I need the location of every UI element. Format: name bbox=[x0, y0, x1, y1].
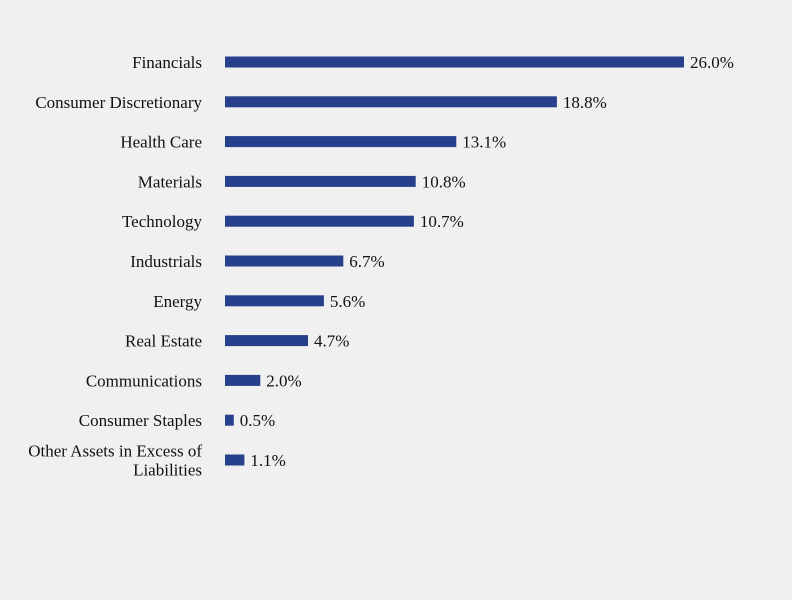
bars-group bbox=[225, 56, 684, 466]
bar-7 bbox=[225, 335, 308, 347]
bar-2 bbox=[225, 136, 457, 148]
category-label-line: Health Care bbox=[120, 133, 202, 152]
category-label-line: Real Estate bbox=[125, 332, 202, 351]
category-label-1: Consumer Discretionary bbox=[35, 93, 202, 112]
value-label-1: 18.8% bbox=[563, 93, 607, 112]
category-label-line: Consumer Discretionary bbox=[35, 93, 202, 112]
bar-0 bbox=[225, 56, 684, 68]
category-label-line: Industrials bbox=[130, 252, 202, 271]
bar-10 bbox=[225, 454, 245, 466]
category-label-line: Liabilities bbox=[133, 461, 202, 480]
bar-9 bbox=[225, 414, 234, 426]
bar-8 bbox=[225, 374, 261, 386]
category-label-line: Other Assets in Excess of bbox=[28, 442, 202, 461]
category-label-9: Consumer Staples bbox=[79, 411, 202, 430]
value-label-6: 5.6% bbox=[330, 292, 365, 311]
bar-3 bbox=[225, 175, 416, 187]
category-label-0: Financials bbox=[132, 53, 202, 72]
value-label-10: 1.1% bbox=[250, 451, 285, 470]
category-label-3: Materials bbox=[138, 172, 202, 191]
value-labels-group: 26.0% 18.8% 13.1% 10.8% 10.7% 6.7% 5.6% 4.7% 2.0… bbox=[240, 53, 734, 470]
bar-1 bbox=[225, 96, 557, 108]
bar-5 bbox=[225, 255, 344, 267]
category-label-line: Materials bbox=[138, 172, 202, 191]
category-label-7: Real Estate bbox=[125, 332, 202, 351]
category-label-6: Energy bbox=[153, 292, 202, 311]
bar-6 bbox=[225, 295, 324, 307]
category-label-line: Technology bbox=[122, 212, 203, 231]
category-label-line: Financials bbox=[132, 53, 202, 72]
value-label-7: 4.7% bbox=[314, 332, 349, 351]
value-label-5: 6.7% bbox=[349, 252, 384, 271]
value-label-9: 0.5% bbox=[240, 411, 275, 430]
value-label-4: 10.7% bbox=[420, 212, 464, 231]
category-label-4: Technology bbox=[122, 212, 203, 231]
category-label-line: Communications bbox=[86, 371, 202, 390]
value-label-8: 2.0% bbox=[266, 371, 301, 390]
category-label-line: Consumer Staples bbox=[79, 411, 202, 430]
bar-4 bbox=[225, 215, 414, 227]
category-label-line: Energy bbox=[153, 292, 202, 311]
value-label-2: 13.1% bbox=[462, 133, 506, 152]
category-label-8: Communications bbox=[86, 371, 202, 390]
category-labels-group: Financials Consumer Discretionary Health C… bbox=[28, 53, 202, 480]
category-label-10: Other Assets in Excess of Liabilities bbox=[28, 442, 202, 480]
category-label-5: Industrials bbox=[130, 252, 202, 271]
category-label-2: Health Care bbox=[120, 133, 202, 152]
value-label-3: 10.8% bbox=[422, 172, 466, 191]
value-label-0: 26.0% bbox=[690, 53, 734, 72]
